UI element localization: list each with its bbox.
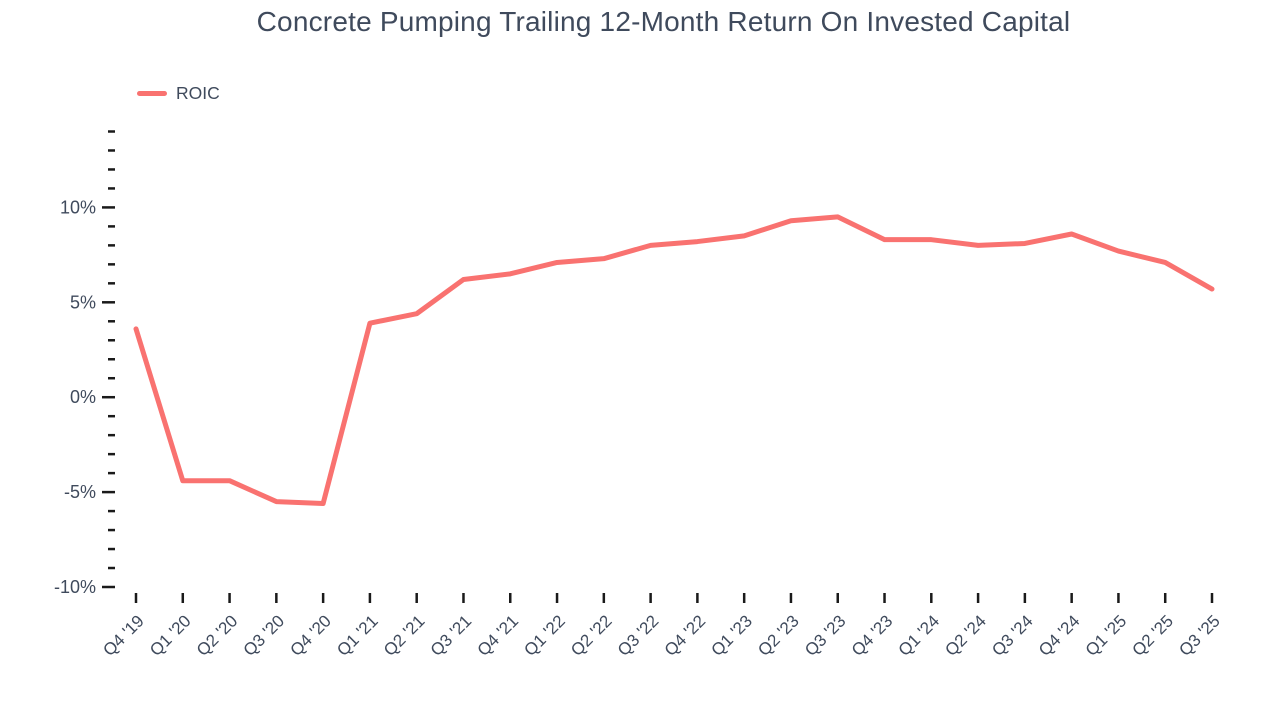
x-axis-label: Q4 '21 (474, 611, 522, 659)
legend-label: ROIC (176, 83, 220, 103)
x-axis-label: Q1 '21 (333, 611, 381, 659)
legend: ROIC (137, 83, 220, 104)
x-axis-label: Q3 '22 (614, 611, 662, 659)
x-axis-label: Q4 '20 (286, 611, 334, 659)
x-axis-label: Q4 '22 (661, 611, 709, 659)
x-axis-label: Q2 '20 (193, 611, 241, 659)
x-axis-label: Q3 '25 (1175, 611, 1223, 659)
x-axis-label: Q2 '24 (941, 611, 989, 659)
x-axis-label: Q3 '23 (801, 611, 849, 659)
y-axis-label: 10% (60, 197, 96, 217)
x-axis-label: Q2 '21 (380, 611, 428, 659)
y-axis-label: 0% (70, 387, 96, 407)
x-axis-label: Q1 '24 (895, 611, 943, 659)
y-axis-label: -10% (54, 577, 96, 597)
x-axis-label: Q4 '23 (848, 611, 896, 659)
x-axis-label: Q3 '20 (240, 611, 288, 659)
x-axis-label: Q2 '23 (754, 611, 802, 659)
x-axis-label: Q2 '22 (567, 611, 615, 659)
x-axis-label: Q3 '21 (427, 611, 475, 659)
x-axis-label: Q4 '19 (99, 611, 147, 659)
roic-line (133, 214, 1215, 506)
x-axis-label: Q4 '24 (1035, 611, 1083, 659)
legend-line-swatch (137, 91, 167, 96)
y-axis-label: -5% (64, 482, 96, 502)
y-axis-label: 5% (70, 292, 96, 312)
x-axis-label: Q1 '23 (708, 611, 756, 659)
x-axis-label: Q3 '24 (988, 611, 1036, 659)
x-axis-label: Q1 '22 (520, 611, 568, 659)
chart-title: Concrete Pumping Trailing 12-Month Retur… (256, 6, 1071, 37)
x-axis-label: Q2 '25 (1129, 611, 1177, 659)
x-axis-label: Q1 '20 (146, 611, 194, 659)
x-axis-label: Q1 '25 (1082, 611, 1130, 659)
